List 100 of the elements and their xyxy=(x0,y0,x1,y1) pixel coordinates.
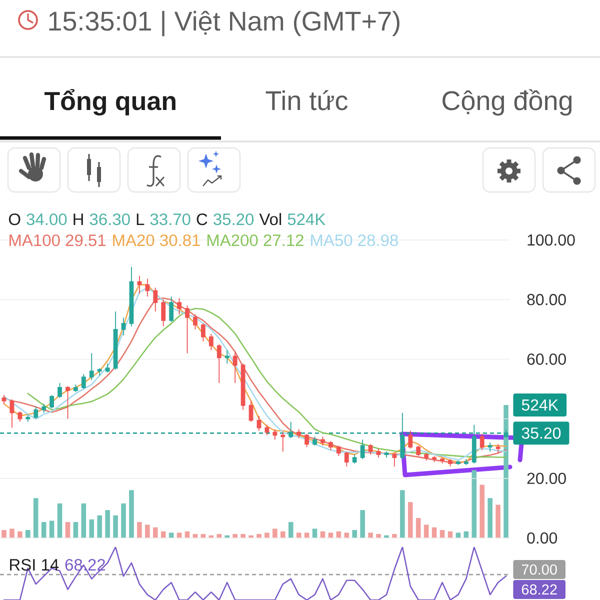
text: RSI 14 xyxy=(10,558,59,571)
text: O xyxy=(8,213,20,226)
bar xyxy=(408,502,413,538)
candlestick xyxy=(113,311,118,370)
bar xyxy=(368,532,373,538)
candlestick xyxy=(161,299,166,327)
text: 35.20 xyxy=(522,427,561,439)
candlestick xyxy=(488,442,492,452)
y-tick-label: 80.00 xyxy=(527,294,566,306)
candlestick xyxy=(360,439,365,460)
bar xyxy=(424,524,429,538)
text: 524K xyxy=(288,213,326,226)
bar xyxy=(376,534,381,538)
candlestick xyxy=(153,287,158,312)
candlestick xyxy=(10,398,14,428)
candlestick xyxy=(416,445,421,456)
candlestick xyxy=(208,333,214,351)
candlestick xyxy=(472,424,476,464)
bar xyxy=(256,534,262,538)
bar xyxy=(288,522,294,538)
text: 36.30 xyxy=(90,213,130,226)
bar xyxy=(10,528,14,538)
candlestick xyxy=(105,363,110,374)
bar xyxy=(160,531,166,538)
candlestick xyxy=(448,458,452,467)
bar xyxy=(18,531,22,538)
bar xyxy=(105,510,110,538)
candlestick xyxy=(201,322,206,342)
candlestick xyxy=(336,445,341,456)
candlestick xyxy=(89,352,94,381)
candlestick xyxy=(145,278,150,298)
candlestick xyxy=(81,374,86,390)
candlestick xyxy=(504,429,508,438)
text: Tổng quan xyxy=(44,89,176,116)
candlestick xyxy=(296,428,302,439)
candlestick xyxy=(224,350,230,364)
bar xyxy=(480,484,484,538)
text: Tin tức xyxy=(266,90,348,110)
bar xyxy=(57,503,62,538)
text: 524K xyxy=(522,399,558,411)
candlestick xyxy=(129,266,134,327)
bar xyxy=(2,530,6,538)
text: 70.00 xyxy=(522,564,557,575)
text: C xyxy=(196,213,208,226)
candlestick xyxy=(18,410,22,422)
candlestick xyxy=(440,457,444,464)
bar xyxy=(472,470,477,538)
candlestick xyxy=(312,436,317,446)
bar xyxy=(26,530,30,538)
text: MA20 30.81 xyxy=(113,234,200,246)
bar xyxy=(89,519,94,538)
candlestick xyxy=(304,433,309,448)
candlestick xyxy=(288,421,294,439)
candlestick xyxy=(408,430,413,450)
text: MA50 28.98 xyxy=(311,234,398,246)
bar xyxy=(272,528,278,538)
candlestick xyxy=(97,368,102,376)
bar xyxy=(121,503,126,538)
y-tick-label: 0.00 xyxy=(527,532,558,544)
bar xyxy=(65,522,70,538)
candlestick xyxy=(50,394,54,409)
bar xyxy=(49,520,54,538)
bar xyxy=(416,518,421,538)
text: Vol xyxy=(259,213,282,226)
candlestick xyxy=(496,444,500,454)
candlestick xyxy=(320,436,325,446)
bar xyxy=(360,510,365,538)
text: H xyxy=(74,214,83,225)
text: L xyxy=(136,214,144,225)
bar xyxy=(129,490,134,538)
bar xyxy=(264,532,270,538)
candlestick xyxy=(272,428,278,440)
candlestick xyxy=(352,454,357,464)
y-tick-label: 60.00 xyxy=(527,354,566,365)
bar xyxy=(73,522,78,538)
candlestick xyxy=(432,456,436,462)
candlestick xyxy=(456,460,460,466)
candlestick xyxy=(26,414,30,422)
candlestick xyxy=(344,451,349,467)
candlestick xyxy=(177,298,182,315)
candlestick xyxy=(137,275,142,294)
bar xyxy=(400,490,405,538)
annotation: 68.22 xyxy=(65,558,105,571)
candlestick xyxy=(384,451,389,458)
bar xyxy=(41,522,46,538)
bar xyxy=(488,498,492,538)
y-tick-label: 20.00 xyxy=(527,472,566,484)
bar xyxy=(113,515,118,538)
candlestick xyxy=(400,412,405,460)
candlestick xyxy=(2,394,6,404)
candlestick xyxy=(248,400,254,422)
candlestick xyxy=(328,440,333,451)
bar xyxy=(97,515,102,538)
bar xyxy=(504,405,508,538)
candlestick xyxy=(256,415,262,432)
candlestick xyxy=(58,382,62,398)
bar xyxy=(496,504,500,538)
bar xyxy=(137,522,142,538)
bar xyxy=(81,503,86,538)
candlestick xyxy=(216,344,222,384)
